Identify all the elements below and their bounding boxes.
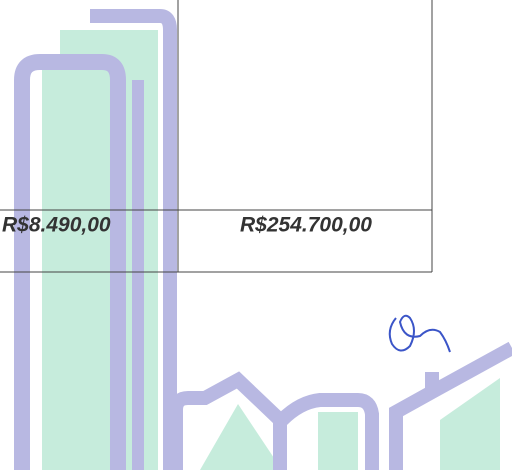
table-cell: R$8.490,00 [2, 214, 111, 237]
document-page: R$8.490,00 R$254.700,00 [0, 0, 512, 470]
signature [390, 316, 450, 352]
table-cell: R$254.700,00 [240, 214, 372, 237]
watermark-logo [22, 16, 512, 470]
